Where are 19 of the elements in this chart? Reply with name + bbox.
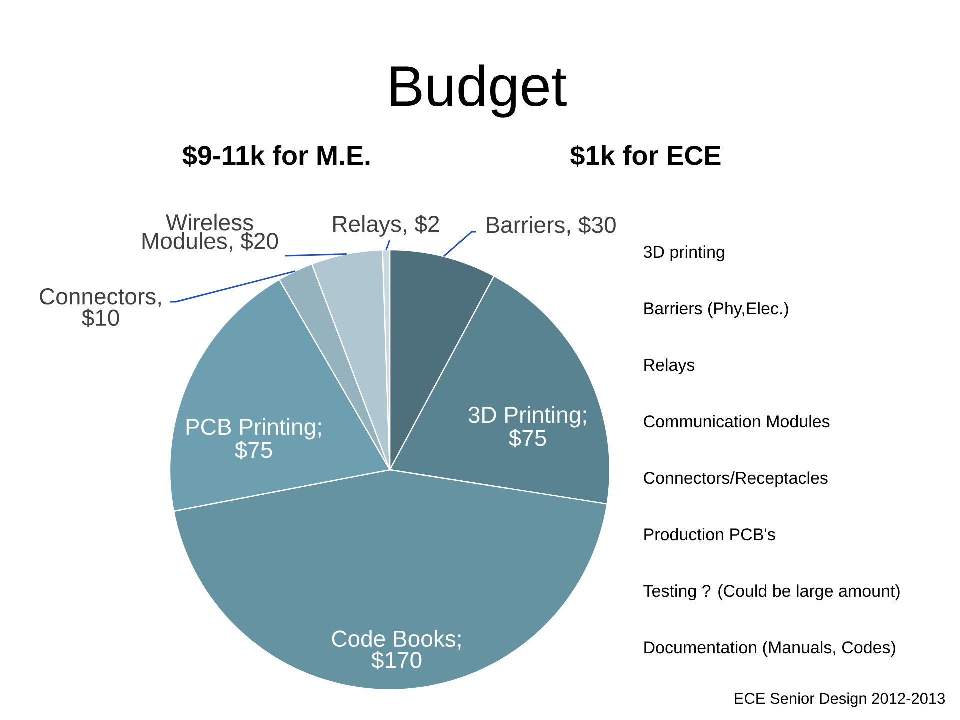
text: Barriers (Phy,Elec.) [644, 302, 788, 318]
text: Testing ? (Could be large amount) [644, 584, 900, 601]
slice-label: 3D Printing; $75 [468, 406, 586, 448]
text: Communication Modules [644, 415, 830, 428]
text: Relays [644, 358, 695, 375]
chart-subtitle: $9-11k for M.E. [182, 144, 370, 167]
text: Connectors/Receptacles [644, 472, 828, 488]
chart-title: Budget [391, 64, 567, 118]
text: 3D printing [644, 246, 724, 262]
text: ECE Senior Design 2012-2013 [735, 692, 946, 708]
slice-label: Wireless Modules, $20 [142, 214, 278, 252]
text: Production PCB's [644, 528, 776, 541]
slice-label: Relays, $2 [334, 215, 440, 237]
text: Documentation (Manuals, Codes) [644, 641, 896, 657]
slice-label: Barriers, $30 [487, 216, 616, 236]
slice-label: PCB Printing; $75 [186, 418, 321, 460]
slice-label: Connectors, $10 [40, 288, 161, 328]
slice-label: Code Books; $170 [332, 630, 461, 670]
text: $1k for ECE [570, 144, 721, 167]
